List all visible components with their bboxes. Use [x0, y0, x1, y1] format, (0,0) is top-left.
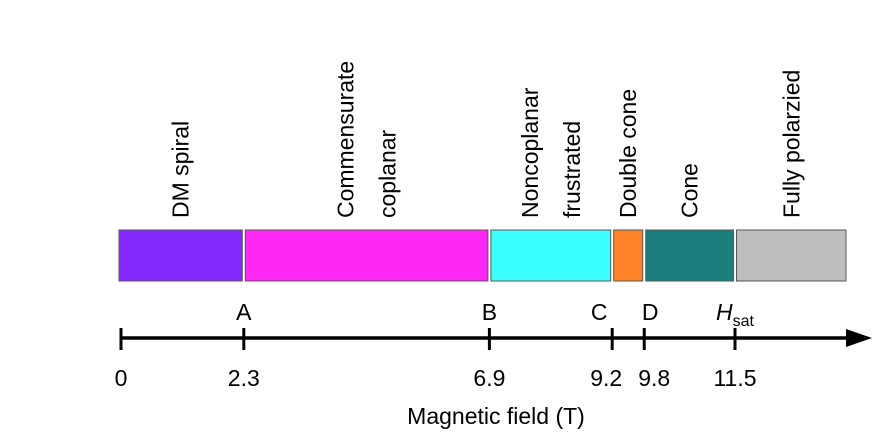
phase-label-commensurate-coplanar: Commensurate — [333, 61, 359, 218]
phase-bar-noncoplanar-frustrated — [490, 229, 612, 282]
phase-label-dm-spiral: DM spiral — [168, 121, 194, 218]
phase-bars — [118, 229, 847, 282]
field-axis — [121, 329, 872, 347]
point-label-c: C — [591, 299, 608, 325]
phase-label-noncoplanar-frustrated: Noncoplanar — [517, 87, 543, 218]
phase-label-commensurate-coplanar: coplanar — [375, 129, 401, 218]
axis-arrow-icon — [846, 329, 872, 347]
phase-label-noncoplanar-frustrated: frustrated — [559, 121, 585, 218]
point-label-a: A — [236, 299, 252, 325]
phase-label-fully-polarzied: Fully polarzied — [778, 70, 804, 218]
phase-labels: DM spiral Commensurate coplanar Noncoplanar… — [168, 61, 805, 218]
phase-bar-double-cone — [613, 229, 644, 282]
point-label-b: B — [482, 299, 497, 325]
phase-bar-dm-spiral — [118, 229, 243, 282]
point-label-d: D — [642, 299, 659, 325]
tick-label: 9.2 — [590, 365, 622, 391]
transition-points: A B C D Hsat — [236, 299, 754, 330]
tick-label: 6.9 — [473, 365, 505, 391]
tick-label: 0 — [115, 365, 128, 391]
tick-label: 2.3 — [228, 365, 260, 391]
axis-ticks: 0 2.3 6.9 9.2 9.8 11.5 — [115, 328, 757, 391]
tick-label: 11.5 — [713, 365, 756, 391]
point-label-h: Hsat — [716, 299, 755, 330]
phase-bar-cone — [645, 229, 735, 282]
phase-label-cone: Cone — [677, 163, 703, 218]
tick-label: 9.8 — [638, 365, 670, 391]
phase-label-double-cone: Double cone — [615, 89, 641, 218]
phase-bar-commensurate-coplanar — [244, 229, 489, 282]
axis-title: Magnetic field (T) — [407, 403, 585, 429]
phase-bar-fully-polarzied — [736, 229, 847, 282]
